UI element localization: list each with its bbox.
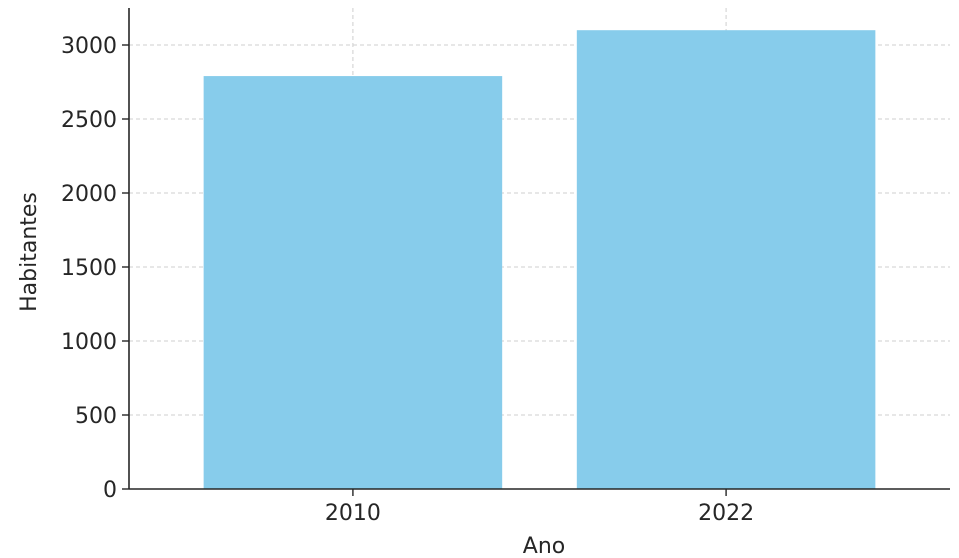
- labels-layer: 0 500 1000 1500 2000 2500 3000 2010 2022: [61, 34, 754, 526]
- axes-layer: [122, 8, 950, 496]
- x-tick-label: 2022: [698, 501, 754, 526]
- y-tick-label: 0: [103, 478, 117, 503]
- y-tick-label: 1500: [61, 256, 117, 281]
- x-axis-title: Ano: [523, 534, 565, 558]
- y-tick-label: 2500: [61, 108, 117, 133]
- bars-layer: [203, 30, 876, 489]
- x-tick-label: 2010: [325, 501, 381, 526]
- bar-2022: [576, 30, 876, 489]
- y-tick-label: 2000: [61, 182, 117, 207]
- y-tick-label: 1000: [61, 330, 117, 355]
- y-axis-title: Habitantes: [17, 192, 42, 312]
- bar-2010: [203, 76, 503, 489]
- y-tick-label: 500: [75, 404, 117, 429]
- y-tick-label: 3000: [61, 34, 117, 59]
